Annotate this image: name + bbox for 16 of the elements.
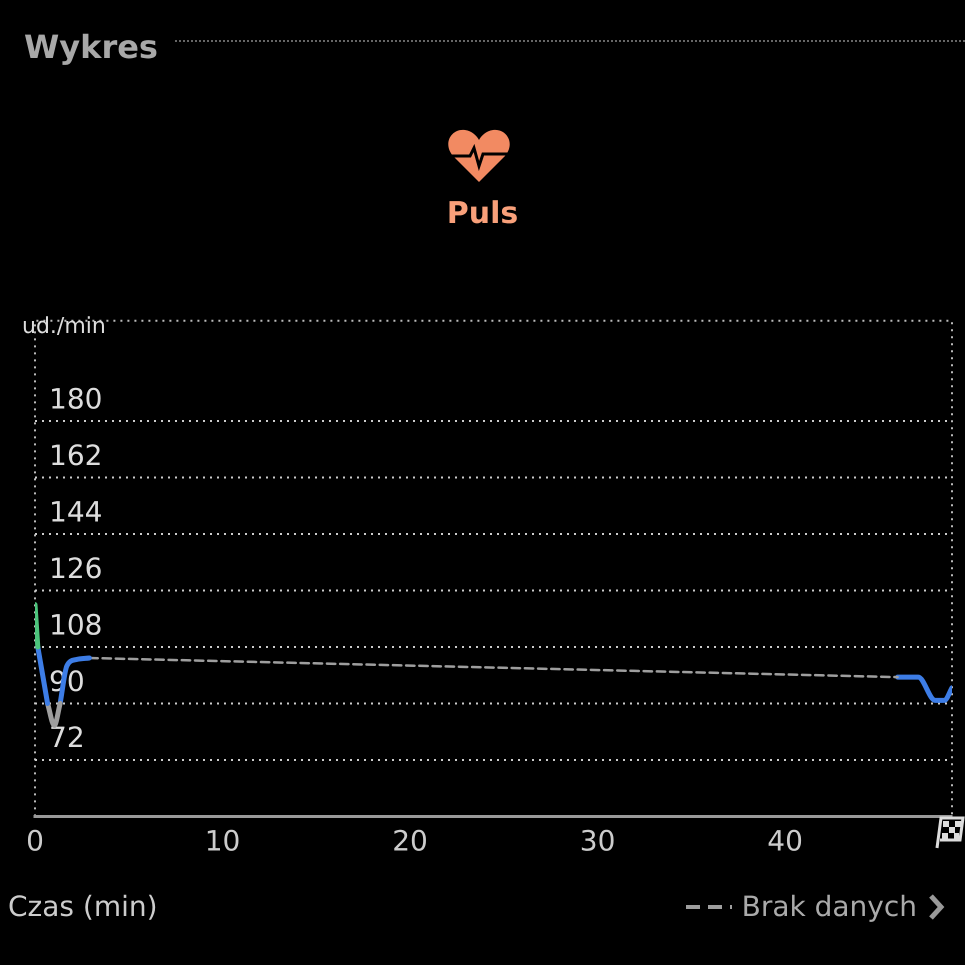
y-tick-label: 180: [49, 382, 102, 416]
y-tick-label: 72: [49, 721, 85, 754]
y-tick-label: 126: [49, 552, 102, 585]
chart-title: Wykres: [24, 28, 158, 66]
y-tick-label: 162: [49, 438, 102, 472]
x-tick-label: 20: [392, 824, 428, 858]
legend-label: Brak danych: [742, 890, 917, 923]
x-tick-label: 30: [580, 824, 616, 858]
x-tick-label: 40: [767, 824, 803, 858]
x-tick-label: 0: [26, 824, 44, 858]
chart-subtitle: Puls: [446, 196, 520, 231]
y-axis-title: ud./min: [22, 314, 106, 339]
x-tick-label: 10: [204, 824, 240, 858]
y-tick-label: 108: [49, 608, 102, 642]
y-tick-label: 144: [49, 495, 102, 528]
x-axis-title: Czas (min): [8, 890, 158, 923]
